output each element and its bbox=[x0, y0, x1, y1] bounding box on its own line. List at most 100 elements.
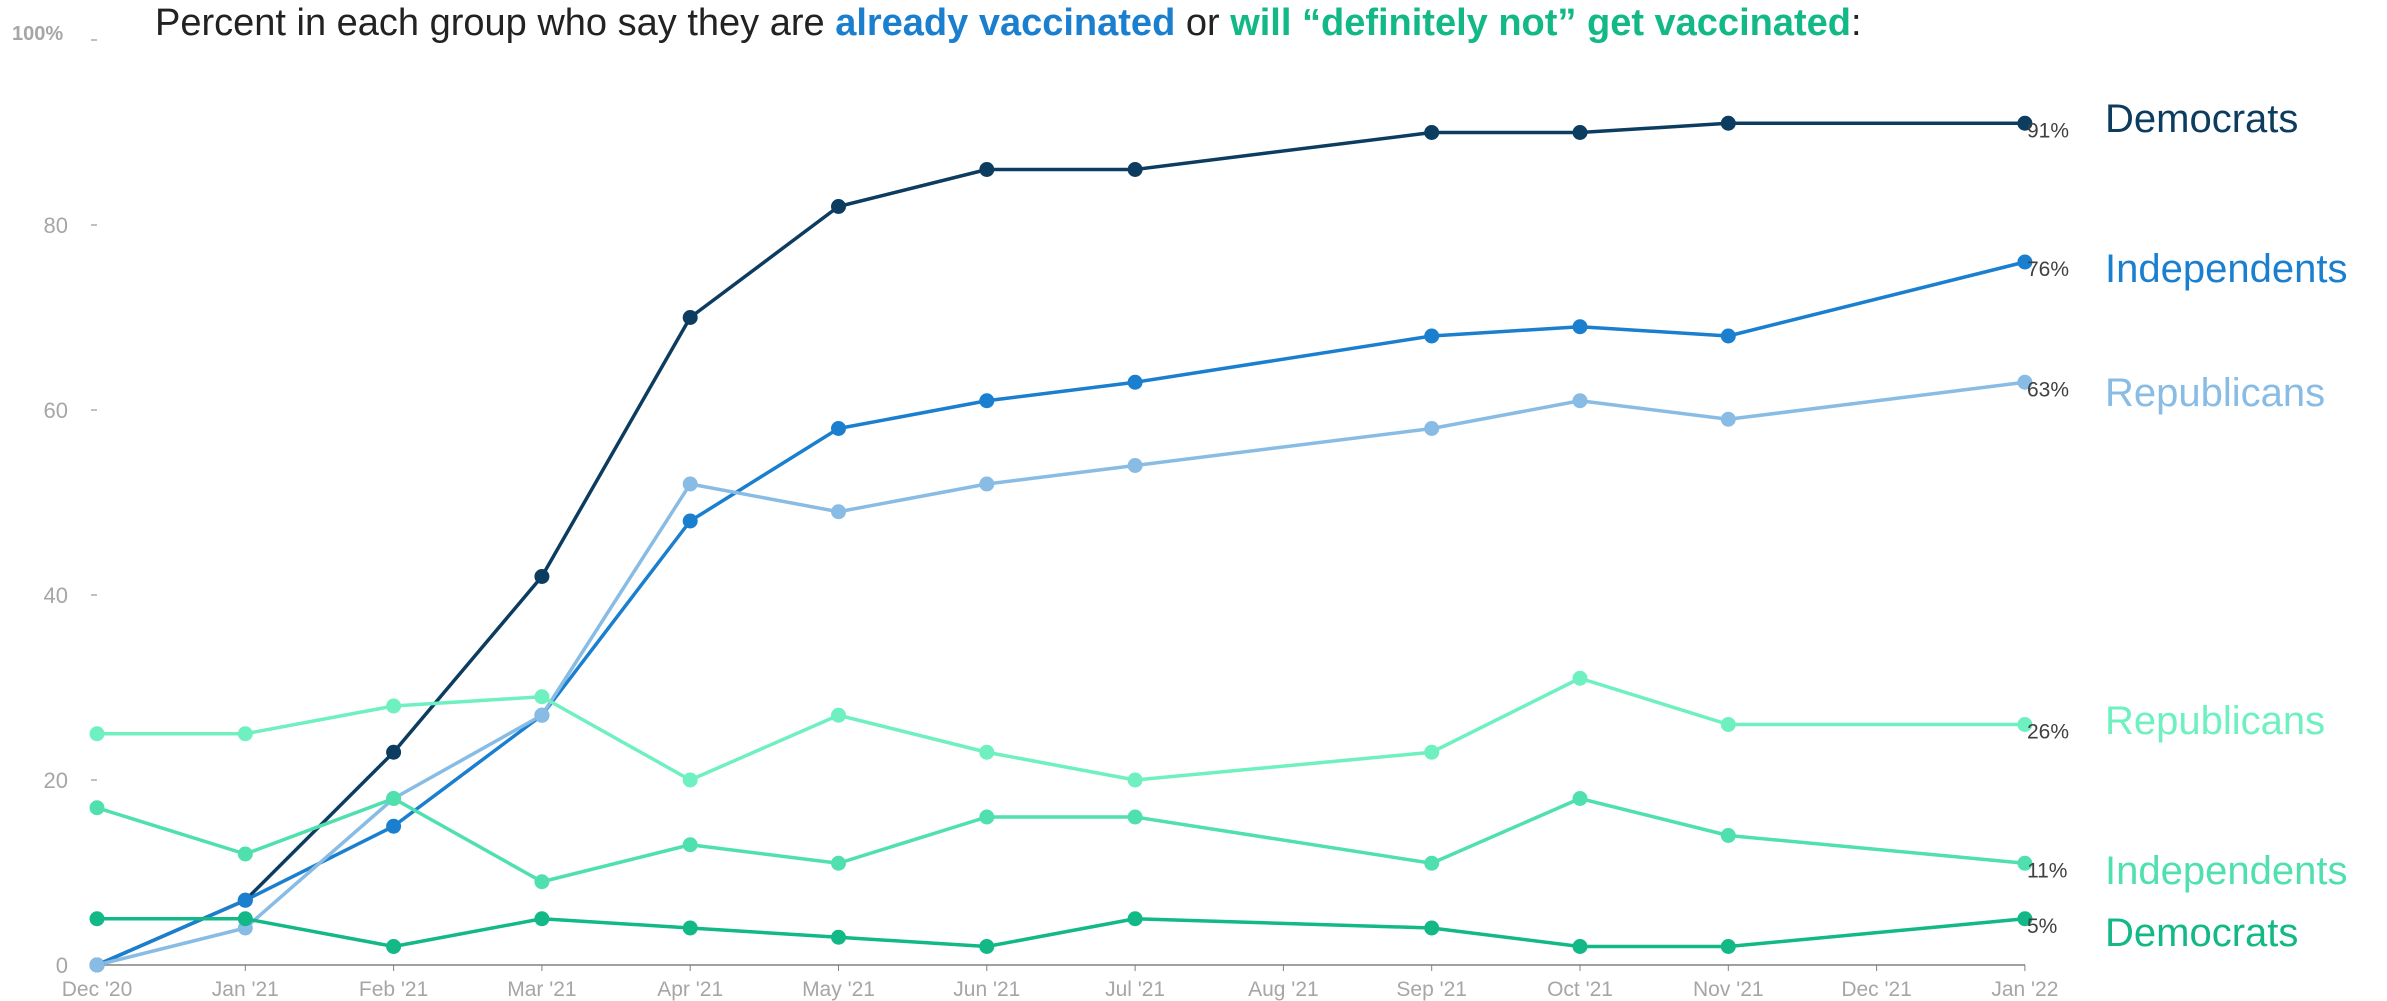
data-point bbox=[386, 818, 402, 834]
series-line bbox=[95, 121, 2027, 967]
title-highlight-vaccinated: already vaccinated bbox=[835, 2, 1176, 44]
series-line bbox=[95, 917, 2027, 949]
title-prefix: Percent in each group who say they are bbox=[155, 2, 836, 44]
data-point bbox=[534, 707, 550, 723]
data-point bbox=[1424, 421, 1440, 436]
x-tick-label: Nov '21 bbox=[1693, 978, 1764, 1001]
data-point bbox=[89, 726, 105, 742]
data-point bbox=[2017, 115, 2033, 131]
data-point bbox=[1572, 670, 1588, 686]
data-point bbox=[831, 855, 846, 871]
series-line bbox=[95, 676, 2027, 782]
data-point bbox=[1572, 319, 1588, 335]
data-point bbox=[831, 504, 846, 520]
x-tick-label: Aug '21 bbox=[1248, 978, 1319, 1001]
series-labels: 91% Democrats 76% Independents 63% Republican… bbox=[2027, 97, 2347, 955]
end-value-label: 11% bbox=[2027, 859, 2067, 882]
x-tick-label: Apr '21 bbox=[657, 978, 723, 1001]
y-tick-label: 80 bbox=[44, 213, 68, 238]
series-points bbox=[89, 115, 2033, 973]
data-point bbox=[386, 698, 402, 714]
y-tick-label: 60 bbox=[44, 398, 68, 423]
data-point bbox=[1720, 115, 1736, 131]
data-point bbox=[237, 892, 253, 908]
data-point bbox=[1720, 328, 1736, 344]
x-tick-label: Jan '22 bbox=[1991, 978, 2058, 1001]
x-tick-label: Dec '20 bbox=[62, 978, 133, 1001]
series-name-label: Republicans bbox=[2105, 699, 2325, 743]
data-point bbox=[682, 513, 698, 529]
data-point bbox=[237, 911, 253, 927]
data-point bbox=[682, 837, 698, 853]
data-point bbox=[1127, 809, 1143, 825]
data-point bbox=[2017, 254, 2033, 270]
data-point bbox=[534, 874, 550, 890]
end-value-label: 5% bbox=[2027, 915, 2057, 938]
y-tick-label: 0 bbox=[56, 953, 68, 978]
data-point bbox=[1424, 125, 1440, 140]
x-tick-label: Dec '21 bbox=[1841, 978, 1912, 1001]
series-name-label: Independents bbox=[2105, 849, 2347, 893]
series-name-label: Democrats bbox=[2105, 97, 2298, 141]
end-value-label: 76% bbox=[2027, 258, 2069, 281]
data-point bbox=[682, 476, 698, 492]
data-point bbox=[831, 929, 846, 945]
data-point bbox=[682, 310, 698, 325]
data-point bbox=[1424, 920, 1440, 936]
data-point bbox=[1572, 393, 1588, 409]
data-point bbox=[386, 939, 402, 954]
x-tick-label: Jul '21 bbox=[1105, 978, 1165, 1001]
data-point bbox=[89, 911, 105, 927]
x-tick-label: Mar '21 bbox=[507, 978, 576, 1001]
data-point bbox=[237, 846, 253, 862]
series-line bbox=[95, 380, 2027, 967]
y-tick-label: 40 bbox=[44, 583, 68, 608]
data-point bbox=[979, 476, 995, 492]
data-point bbox=[1424, 744, 1440, 760]
data-point bbox=[979, 162, 995, 177]
chart-title: Percent in each group who say they are a… bbox=[155, 2, 1862, 45]
data-point bbox=[2017, 855, 2033, 871]
x-tick-label: Feb '21 bbox=[359, 978, 428, 1001]
data-point bbox=[1720, 828, 1736, 843]
data-point bbox=[2017, 911, 2033, 927]
data-point bbox=[89, 957, 105, 973]
data-point bbox=[386, 744, 402, 760]
data-point bbox=[534, 911, 550, 927]
y-tick-label: 20 bbox=[44, 768, 68, 793]
data-point bbox=[1572, 939, 1588, 954]
data-point bbox=[979, 809, 995, 825]
data-point bbox=[1720, 717, 1736, 732]
data-point bbox=[1127, 458, 1143, 473]
series-name-label: Republicans bbox=[2105, 371, 2325, 415]
title-highlight-definitely-not: will “definitely not” get vaccinated bbox=[1230, 2, 1851, 44]
data-point bbox=[534, 569, 550, 584]
data-point bbox=[1572, 791, 1588, 806]
series-name-label: Democrats bbox=[2105, 911, 2298, 955]
data-point bbox=[237, 726, 253, 742]
data-point bbox=[979, 744, 995, 760]
data-point bbox=[979, 939, 995, 954]
y-tick-label: 100% bbox=[12, 23, 63, 45]
data-point bbox=[1127, 772, 1143, 788]
end-value-label: 63% bbox=[2027, 378, 2069, 401]
data-point bbox=[1424, 328, 1440, 344]
end-value-label: 26% bbox=[2027, 721, 2069, 744]
data-point bbox=[89, 800, 105, 816]
x-tick-label: Jun '21 bbox=[953, 978, 1020, 1001]
data-point bbox=[831, 707, 846, 723]
data-point bbox=[1127, 374, 1143, 390]
data-point bbox=[386, 791, 402, 806]
data-point bbox=[2017, 374, 2033, 390]
data-point bbox=[1127, 162, 1143, 177]
data-point bbox=[682, 920, 698, 936]
x-tick-label: Oct '21 bbox=[1547, 978, 1613, 1001]
title-suffix: : bbox=[1850, 2, 1862, 44]
data-point bbox=[1720, 411, 1736, 427]
end-value-label: 91% bbox=[2027, 119, 2069, 142]
x-tick-label: Sep '21 bbox=[1396, 978, 1467, 1001]
data-point bbox=[1572, 125, 1588, 140]
series-line bbox=[95, 260, 2027, 967]
